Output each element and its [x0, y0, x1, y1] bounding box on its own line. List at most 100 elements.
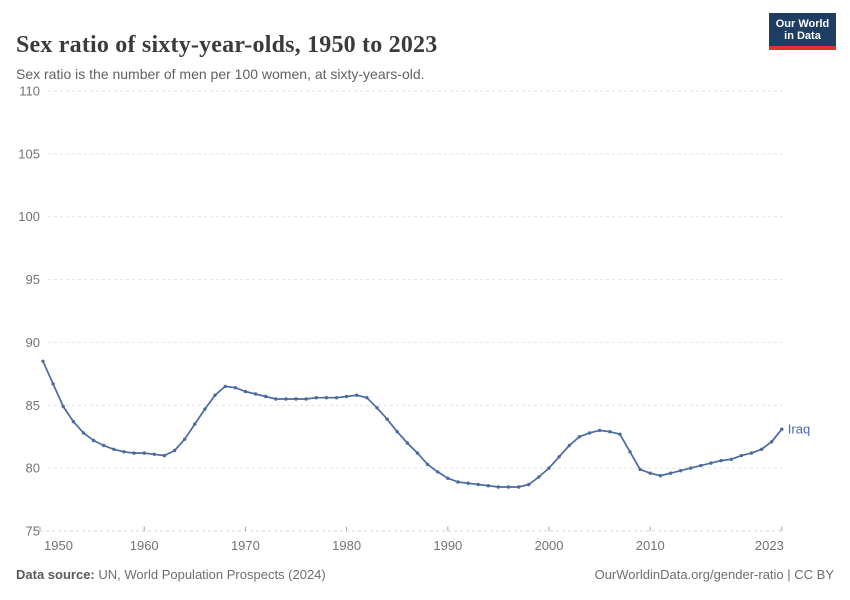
data-point-iraq-2012 — [668, 471, 673, 475]
data-point-iraq-1966 — [203, 407, 207, 411]
data-point-iraq-2008 — [628, 450, 632, 454]
data-point-iraq-1984 — [385, 417, 389, 421]
data-point-iraq-1954 — [81, 431, 86, 435]
data-point-iraq-2014 — [689, 466, 693, 470]
data-point-iraq-1952 — [61, 404, 65, 409]
data-point-iraq-1982 — [365, 396, 369, 400]
entity-label-iraq[interactable]: Iraq — [788, 422, 810, 437]
x-axis-label-1980: 1980 — [332, 538, 361, 553]
data-point-iraq-1986 — [405, 441, 409, 445]
data-point-iraq-1971 — [253, 392, 258, 396]
data-point-iraq-2020 — [749, 451, 754, 455]
data-point-iraq-1988 — [425, 462, 430, 467]
data-source-text: UN, World Population Prospects (2024) — [98, 567, 326, 582]
data-point-iraq-1983 — [375, 406, 379, 410]
data-point-iraq-2011 — [658, 474, 663, 478]
data-point-iraq-2018 — [729, 457, 733, 461]
y-axis-label-80: 80 — [26, 461, 40, 476]
data-point-iraq-2017 — [719, 458, 723, 463]
data-point-iraq-1990 — [446, 476, 450, 480]
data-source-note: Data source: UN, World Population Prospe… — [16, 567, 326, 585]
data-point-iraq-2006 — [608, 430, 612, 434]
data-point-iraq-2010 — [648, 471, 652, 475]
data-point-iraq-2005 — [597, 428, 602, 433]
data-point-iraq-2000 — [547, 466, 551, 470]
y-axis-label-95: 95 — [26, 272, 40, 287]
data-point-iraq-1950 — [41, 359, 45, 363]
chart-footer: Data source: UN, World Population Prospe… — [16, 567, 834, 585]
y-axis-label-110: 110 — [19, 84, 40, 99]
data-point-iraq-1972 — [264, 394, 268, 399]
data-point-iraq-1993 — [476, 482, 480, 487]
y-axis-label-85: 85 — [26, 398, 40, 413]
data-point-iraq-1991 — [456, 480, 460, 484]
data-point-iraq-1981 — [355, 393, 359, 397]
data-point-iraq-2007 — [618, 432, 622, 436]
chart-subtitle: Sex ratio is the number of men per 100 w… — [16, 66, 425, 82]
data-point-iraq-1976 — [304, 397, 308, 401]
data-point-iraq-2004 — [587, 431, 592, 435]
data-point-iraq-2023 — [780, 427, 784, 431]
data-point-iraq-1985 — [395, 430, 399, 434]
line-iraq[interactable] — [42, 360, 783, 488]
data-point-iraq-1953 — [71, 419, 76, 424]
data-point-iraq-1955 — [91, 438, 96, 443]
data-point-iraq-1968 — [223, 384, 227, 389]
y-axis-label-90: 90 — [26, 335, 40, 350]
data-point-iraq-2016 — [709, 461, 713, 465]
data-point-iraq-2015 — [699, 463, 703, 468]
data-point-iraq-1980 — [344, 394, 349, 399]
data-point-iraq-1967 — [213, 393, 217, 397]
data-point-iraq-1959 — [132, 451, 136, 455]
data-point-iraq-2022 — [770, 440, 774, 444]
data-point-iraq-1999 — [537, 475, 541, 479]
owid-logo[interactable]: Our World in Data — [769, 13, 836, 50]
x-axis-label-2023: 2023 — [755, 538, 784, 553]
data-point-iraq-1978 — [324, 396, 329, 400]
y-axis-label-105: 105 — [18, 146, 40, 161]
data-point-iraq-1951 — [51, 382, 55, 386]
data-point-iraq-2021 — [759, 447, 764, 451]
page-title: Sex ratio of sixty-year-olds, 1950 to 20… — [16, 32, 438, 59]
owid-logo-line1: Our World — [775, 17, 830, 30]
data-point-iraq-1977 — [314, 396, 318, 400]
data-point-iraq-1960 — [142, 451, 146, 455]
data-point-iraq-1973 — [274, 397, 278, 401]
owid-logo-box: Our World in Data — [769, 13, 836, 46]
x-axis-label-1950: 1950 — [44, 538, 73, 553]
data-point-iraq-1969 — [233, 386, 237, 390]
data-point-iraq-1989 — [436, 470, 440, 474]
x-axis-label-1970: 1970 — [231, 538, 260, 553]
license-link[interactable]: OurWorldinData.org/gender-ratio | CC BY — [594, 567, 834, 582]
data-point-iraq-1965 — [193, 422, 197, 426]
data-point-iraq-2009 — [638, 467, 642, 472]
data-source-label: Data source: — [16, 567, 95, 582]
data-point-iraq-1997 — [517, 485, 521, 489]
data-point-iraq-1957 — [112, 447, 116, 451]
data-point-iraq-1974 — [284, 397, 288, 401]
owid-logo-accent-strip — [769, 46, 836, 50]
data-point-iraq-1961 — [152, 452, 156, 456]
data-point-iraq-2002 — [567, 443, 571, 448]
data-point-iraq-2001 — [557, 455, 561, 459]
data-point-iraq-1979 — [334, 396, 339, 400]
data-point-iraq-1956 — [102, 443, 106, 448]
x-axis-label-1960: 1960 — [130, 538, 159, 553]
data-point-iraq-1958 — [122, 450, 126, 454]
data-point-iraq-1962 — [162, 453, 167, 458]
y-axis-label-75: 75 — [26, 524, 40, 539]
data-point-iraq-1998 — [527, 482, 531, 487]
x-axis-label-1990: 1990 — [433, 538, 462, 553]
x-axis-label-2000: 2000 — [535, 538, 564, 553]
data-point-iraq-2013 — [678, 469, 683, 473]
data-point-iraq-1963 — [172, 448, 177, 453]
data-point-iraq-1996 — [506, 485, 511, 489]
data-point-iraq-1995 — [496, 485, 501, 489]
y-axis-label-100: 100 — [18, 209, 40, 224]
x-axis-label-2010: 2010 — [636, 538, 665, 553]
owid-logo-line2: in Data — [784, 29, 821, 42]
data-point-iraq-1964 — [183, 437, 187, 441]
data-point-iraq-1987 — [415, 451, 420, 455]
